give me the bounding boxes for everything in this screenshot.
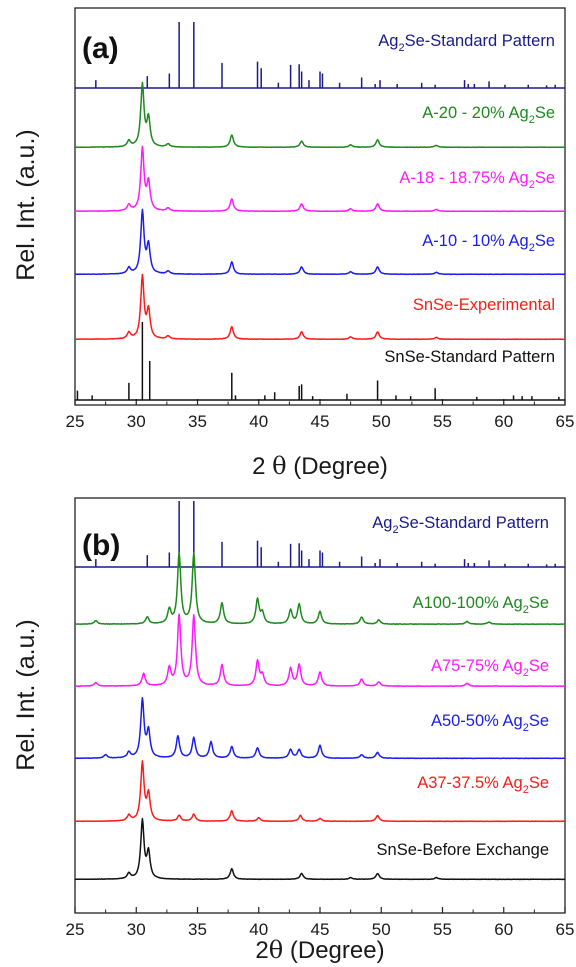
x-tick-label: 50 bbox=[372, 920, 391, 939]
series-line bbox=[75, 501, 565, 568]
x-tick-label: 50 bbox=[372, 412, 391, 431]
y-axis-label: Rel. Int. (a.u.) bbox=[12, 619, 40, 770]
y-axis-label: Rel. Int. (a.u.) bbox=[12, 129, 40, 280]
x-tick-label: 30 bbox=[127, 412, 146, 431]
x-tick-label: 60 bbox=[494, 412, 513, 431]
series-label: A-10 - 10% Ag2Se bbox=[422, 232, 555, 254]
series-label: A-18 - 18.75% Ag2Se bbox=[399, 169, 555, 191]
series-label: A75-75% Ag2Se bbox=[431, 657, 549, 679]
series-label: A100-100% Ag2Se bbox=[413, 594, 549, 616]
x-tick-label: 45 bbox=[311, 412, 330, 431]
series-label: Ag2Se-Standard Pattern bbox=[378, 32, 555, 54]
panel-b: 25 30 35 40 45 50 55 60 65 2θ (Degree) Rel. Int. (… bbox=[12, 497, 575, 964]
series-line bbox=[74, 817, 566, 881]
x-tick-label: 45 bbox=[311, 920, 330, 939]
series-line bbox=[74, 551, 566, 626]
x-axis-label: 2 θ (Degree) bbox=[252, 452, 388, 480]
x-tick-label: 40 bbox=[249, 920, 268, 939]
series-line bbox=[74, 145, 566, 213]
x-tick-label: 55 bbox=[433, 412, 452, 431]
series-label: A50-50% Ag2Se bbox=[431, 712, 549, 734]
series-line bbox=[74, 613, 566, 688]
series-line bbox=[75, 22, 565, 89]
x-tick-label: 25 bbox=[66, 920, 85, 939]
x-tick-label: 35 bbox=[188, 412, 207, 431]
panel-a: 25 30 35 40 45 50 55 60 65 2 θ (Degree) Rel. Int. … bbox=[12, 7, 575, 480]
x-tick-label: 30 bbox=[127, 920, 146, 939]
series-label: SnSe-Experimental bbox=[413, 296, 555, 314]
series-line bbox=[74, 273, 566, 341]
x-tick-label: 65 bbox=[556, 412, 575, 431]
series-label: A37-37.5% Ag2Se bbox=[417, 774, 549, 796]
x-tick-label: 60 bbox=[494, 920, 513, 939]
panel-label: (a) bbox=[82, 32, 119, 65]
plot-frame bbox=[74, 7, 566, 406]
x-tick-label: 40 bbox=[249, 412, 268, 431]
series-label: SnSe-Standard Pattern bbox=[384, 348, 555, 366]
series-line bbox=[74, 81, 566, 149]
x-axis-label: 2θ (Degree) bbox=[255, 936, 384, 964]
series-label: Ag2Se-Standard Pattern bbox=[372, 514, 549, 536]
x-tick-label: 25 bbox=[66, 412, 85, 431]
x-tick-label: 35 bbox=[188, 920, 207, 939]
series-line bbox=[75, 322, 565, 401]
series-line bbox=[74, 208, 566, 276]
series-line bbox=[74, 697, 566, 760]
x-tick-label: 55 bbox=[433, 920, 452, 939]
series-label: SnSe-Before Exchange bbox=[377, 841, 549, 859]
x-tick-label: 65 bbox=[556, 920, 575, 939]
series-line bbox=[74, 760, 566, 823]
panel-label: (b) bbox=[82, 529, 120, 562]
series-label: A-20 - 20% Ag2Se bbox=[422, 104, 555, 126]
